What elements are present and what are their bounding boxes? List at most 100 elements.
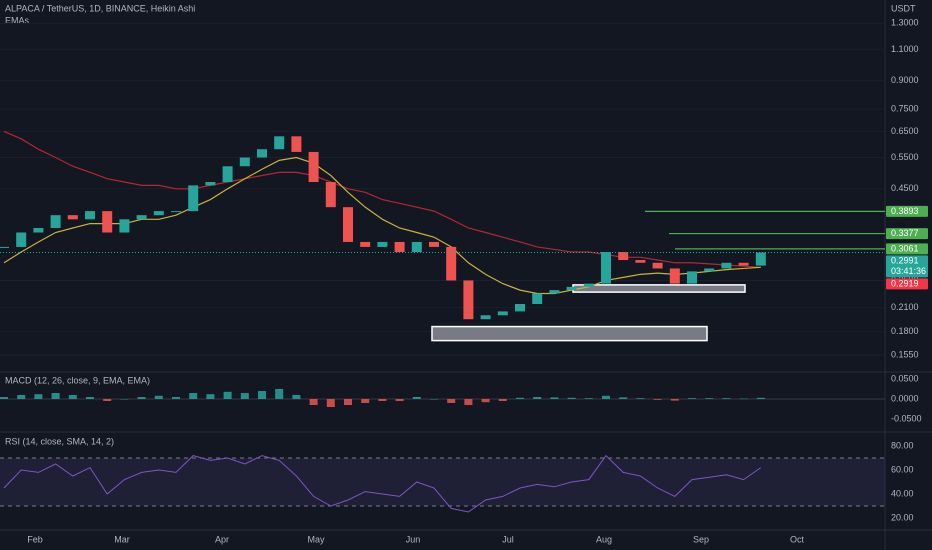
candle (67, 215, 78, 220)
macd-bar (688, 398, 696, 399)
candle (119, 219, 130, 233)
candle (343, 207, 353, 242)
macd-bar (395, 399, 404, 401)
macd-bar (447, 399, 456, 403)
macd-bar (567, 397, 576, 399)
macd-bar (636, 398, 645, 399)
rsi-tick-label: 40.00 (891, 488, 914, 498)
macd-bar (464, 399, 473, 405)
macd-bar (344, 399, 352, 405)
time-label: Oct (790, 534, 805, 544)
macd-bar (516, 397, 524, 399)
candle (274, 136, 285, 150)
macd-bar (619, 397, 628, 399)
macd-bar (670, 399, 679, 401)
candle (33, 227, 44, 233)
macd-bar (51, 393, 60, 399)
time-label: Apr (215, 534, 229, 544)
macd-bar (498, 399, 507, 401)
macd-bar (326, 399, 335, 407)
candle (153, 211, 164, 216)
candle (738, 262, 749, 266)
candle (411, 241, 422, 253)
rsi-line (3, 454, 762, 513)
macd-bar (275, 389, 284, 399)
macd-bar (378, 399, 387, 401)
candle (257, 149, 267, 158)
candle (16, 232, 27, 247)
macd-bar (172, 397, 180, 399)
candle (446, 246, 457, 281)
price-tick-label: 0.2100 (891, 302, 919, 312)
price-tag-label: 0.3377 (891, 228, 919, 238)
candle (308, 151, 319, 183)
candle (291, 136, 302, 152)
candle (325, 182, 336, 208)
zone-box (572, 284, 746, 293)
macd-label[interactable]: MACD (12, 26, close, 9, EMA, EMA) (5, 375, 150, 385)
time-label: Feb (27, 534, 43, 544)
currency-label: USDT (891, 3, 916, 13)
price-tick-label: 0.7500 (891, 104, 919, 114)
candle (532, 293, 543, 304)
indicator-label[interactable]: EMAs (5, 15, 30, 25)
candle (171, 211, 181, 213)
price-tag (886, 255, 928, 278)
candle (583, 283, 594, 287)
candle (102, 211, 113, 233)
price-tag-label: 0.2991 (891, 255, 919, 265)
macd-bar (361, 399, 370, 403)
price-tick-label: 1.1000 (891, 44, 919, 54)
macd-bar (412, 397, 421, 399)
macd-bar (154, 395, 163, 399)
price-tick-label: 1.3000 (891, 18, 919, 28)
macd-bar (240, 393, 249, 399)
candle (429, 241, 439, 247)
macd-bar (68, 395, 77, 399)
countdown-label: 03:41:36 (891, 266, 926, 276)
candle (497, 311, 508, 316)
time-label: Sep (693, 534, 709, 544)
rsi-tick-label: 20.00 (891, 512, 914, 522)
zone-box (431, 325, 708, 342)
candle (549, 290, 560, 294)
candle (652, 262, 663, 269)
macd-bar (34, 394, 43, 399)
price-tag-label: 0.3893 (891, 206, 919, 216)
macd-bar (309, 399, 318, 405)
price-tag (886, 278, 928, 290)
macd-bar (584, 398, 593, 399)
price-tag (886, 243, 928, 255)
macd-bar (258, 391, 266, 399)
candle (515, 303, 525, 312)
macd-bar (120, 399, 129, 400)
candle (222, 166, 233, 183)
candle (50, 215, 61, 228)
candle (394, 241, 405, 253)
rsi-label[interactable]: RSI (14, close, SMA, 14, 2) (5, 436, 114, 446)
candle (669, 268, 680, 284)
price-tick-label: 0.5500 (891, 152, 919, 162)
macd-bar (481, 399, 490, 403)
macd-bar (722, 398, 731, 399)
macd-bar (292, 395, 301, 399)
time-label: May (307, 534, 325, 544)
candle (687, 271, 697, 284)
price-tick-label: 0.1800 (891, 326, 919, 336)
candle (566, 286, 577, 291)
price-tick-label: 0.9000 (891, 75, 919, 85)
candle (618, 252, 629, 261)
macd-bar (550, 397, 559, 399)
candle (480, 315, 491, 320)
macd-bar (533, 397, 542, 399)
price-tag-label: 0.2919 (891, 278, 919, 288)
candle (239, 157, 250, 167)
candle (188, 185, 199, 212)
candle (635, 260, 646, 263)
macd-tick-label: 0.0000 (891, 393, 919, 403)
macd-bar (189, 393, 198, 399)
symbol-title[interactable]: ALPACA / TetherUS, 1D, BINANCE, Heikin A… (5, 3, 195, 13)
macd-bar (653, 399, 662, 400)
macd-bar (223, 391, 232, 399)
